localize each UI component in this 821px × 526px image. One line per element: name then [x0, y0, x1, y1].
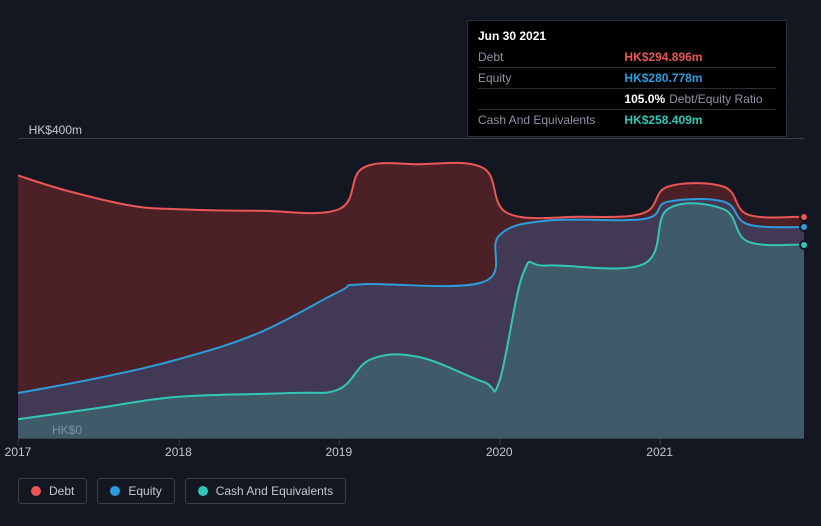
chart-tooltip: Jun 30 2021 DebtHK$294.896mEquityHK$280.…	[467, 20, 787, 137]
tooltip-row-label: Equity	[478, 68, 624, 89]
legend-item-cash[interactable]: Cash And Equivalents	[185, 478, 346, 504]
x-tick: 2019	[325, 445, 352, 459]
legend-dot-icon	[198, 486, 208, 496]
tooltip-row-label	[478, 89, 624, 110]
x-axis: 20172018201920202021	[18, 438, 804, 462]
tooltip-row-value: HK$258.409m	[624, 110, 776, 131]
x-tick: 2020	[486, 445, 513, 459]
legend-item-debt[interactable]: Debt	[18, 478, 87, 504]
equity-endpoint-marker	[799, 222, 809, 232]
legend-dot-icon	[31, 486, 41, 496]
x-tick: 2017	[5, 445, 32, 459]
tooltip-row-value: HK$294.896m	[624, 47, 776, 68]
legend-label: Cash And Equivalents	[216, 484, 333, 498]
debt-endpoint-marker	[799, 212, 809, 222]
tooltip-row-value: 105.0%Debt/Equity Ratio	[624, 89, 776, 110]
legend-label: Debt	[49, 484, 74, 498]
tooltip-title: Jun 30 2021	[478, 27, 776, 45]
tooltip-row-label: Debt	[478, 47, 624, 68]
tooltip-row-label: Cash And Equivalents	[478, 110, 624, 131]
x-tick: 2018	[165, 445, 192, 459]
legend-label: Equity	[128, 484, 161, 498]
legend-dot-icon	[110, 486, 120, 496]
chart-svg[interactable]	[18, 138, 804, 438]
cash-endpoint-marker	[799, 240, 809, 250]
chart-legend: Debt Equity Cash And Equivalents	[18, 478, 346, 504]
x-tick: 2021	[646, 445, 673, 459]
legend-item-equity[interactable]: Equity	[97, 478, 174, 504]
y-tick-max: HK$400m	[29, 123, 82, 137]
tooltip-row-value: HK$280.778m	[624, 68, 776, 89]
